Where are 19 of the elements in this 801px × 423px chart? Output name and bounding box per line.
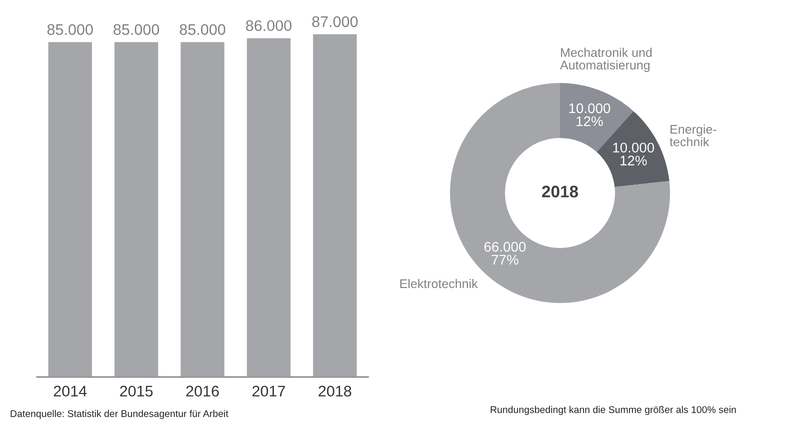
text: 2018 <box>542 186 578 198</box>
data-label: 10.000 12% <box>613 142 654 166</box>
x-tick-label: 2016 <box>186 386 219 397</box>
x-tick-label: 2014 <box>54 386 87 397</box>
data-label: 10.000 12% <box>569 103 610 126</box>
slice-label: Mechatronik und Automatisierung <box>560 48 652 72</box>
slice-label: Elektrotechnik <box>400 278 478 288</box>
data-label: 85.000 <box>47 24 93 35</box>
data-label: 85.000 <box>114 24 160 35</box>
data-label: 87.000 <box>312 16 358 28</box>
x-tick-label: 2018 <box>318 386 352 397</box>
slice-label: Energie- technik <box>670 124 716 146</box>
text: Rundungsbedingt kann die Summe größer als 100% sein <box>490 406 736 415</box>
data-label: 66.000 77% <box>484 242 526 265</box>
x-tick-label: 2015 <box>120 386 153 397</box>
x-tick-label: 2017 <box>252 386 285 397</box>
data-label: 85.000 <box>180 24 226 35</box>
text: Datenquelle: Statistik der Bundesagentur für Arbeit <box>10 410 228 419</box>
data-label: 86.000 <box>246 20 292 32</box>
